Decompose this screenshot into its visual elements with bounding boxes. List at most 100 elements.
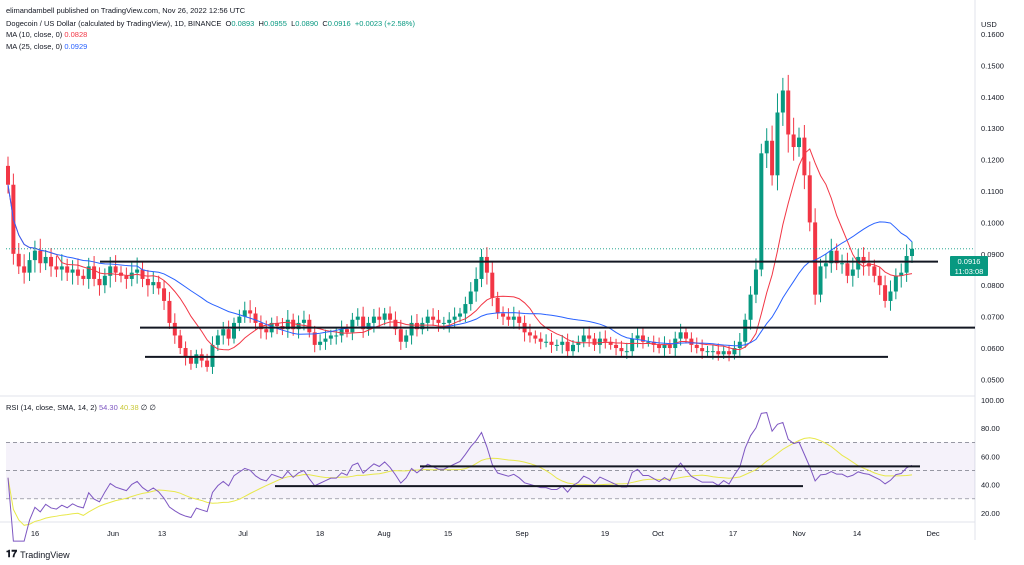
candle-body: [264, 329, 269, 333]
candle-body: [840, 263, 845, 265]
candle-body: [350, 319, 355, 333]
tradingview-logo[interactable]: 𝟏𝟕 TradingView: [6, 549, 70, 560]
candle-body: [458, 313, 462, 317]
time-tick-label: 19: [601, 529, 609, 538]
candle-body: [32, 250, 37, 261]
candle-body: [700, 348, 705, 352]
candle-body: [167, 300, 172, 323]
candle-body: [883, 285, 888, 301]
symbol-title: Dogecoin / US Dollar (calculated by Trad…: [6, 19, 222, 28]
candle-body: [194, 354, 199, 364]
candle-body: [721, 351, 726, 355]
candle-body: [339, 329, 344, 336]
candle-body: [108, 266, 113, 276]
rsi-legend[interactable]: RSI (14, close, SMA, 14, 2) 54.30 40.38 …: [6, 403, 156, 412]
candle-body: [151, 282, 156, 286]
candle-body: [856, 256, 861, 270]
candle-body: [581, 335, 586, 342]
candle-body: [635, 335, 640, 339]
rsi-tick-label: 20.00: [981, 509, 1000, 518]
time-tick-label: Jul: [238, 529, 248, 538]
price-tick-label: 0.0500: [981, 375, 1004, 384]
candle-body: [135, 269, 140, 273]
candle-body: [872, 266, 877, 276]
last-price: 0.0916: [957, 257, 981, 266]
rsi-value: 54.30: [98, 403, 118, 412]
candle-body: [818, 266, 823, 295]
price-tick-label: 0.1600: [981, 30, 1004, 39]
candle-body: [75, 269, 80, 276]
candle-body: [786, 90, 791, 135]
candle-body: [554, 344, 559, 346]
candle-body: [156, 282, 161, 289]
bar-countdown: 11:03:08: [954, 266, 984, 276]
candle-body: [474, 278, 479, 292]
rsi-tick-label: 40.00: [981, 481, 1000, 490]
candle-body: [38, 250, 43, 264]
candle-body: [614, 344, 619, 349]
candle-body: [646, 341, 651, 343]
candle-body: [81, 275, 86, 279]
candle-body: [748, 294, 753, 320]
candle-body: [296, 322, 301, 330]
candle-body: [743, 319, 748, 342]
candle-body: [285, 319, 290, 330]
candle-body: [221, 329, 226, 336]
candle-body: [716, 351, 721, 355]
candle-body: [538, 338, 543, 342]
candle-body: [684, 332, 688, 339]
time-tick-label: Dec: [926, 529, 940, 538]
candle-body: [468, 291, 473, 305]
time-tick-label: Oct: [652, 529, 665, 538]
candle-body: [409, 322, 414, 336]
time-tick-label: 16: [31, 529, 39, 538]
rsi-line: [7, 412, 913, 542]
rsi-tick-label: 80.00: [981, 424, 1000, 433]
candle-body: [371, 316, 376, 323]
candle-body: [113, 266, 118, 273]
candle-body: [527, 332, 532, 336]
price-tick-label: 0.0700: [981, 313, 1004, 322]
price-tick-label: 0.1400: [981, 93, 1004, 102]
candle-body: [910, 248, 914, 257]
candle-body: [382, 313, 387, 320]
publisher-line: elimandambell published on TradingView.c…: [6, 6, 246, 15]
rsi-tick-label: 100.00: [981, 396, 1004, 405]
price-tick-label: 0.1200: [981, 156, 1004, 165]
ma10-legend[interactable]: MA (10, close, 0) 0.0828: [6, 30, 87, 39]
open-value: 0.0893: [231, 19, 255, 28]
price-tick-label: 0.1100: [981, 187, 1003, 196]
candle-body: [694, 344, 699, 349]
candle-body: [484, 256, 489, 273]
tradingview-logo-icon: 𝟏𝟕: [6, 549, 18, 560]
open-label: O: [225, 19, 232, 28]
candle-body: [436, 319, 441, 323]
candle-body: [328, 335, 333, 339]
candle-body: [323, 338, 328, 342]
rsi-label: RSI (14, close, SMA, 14, 2): [6, 403, 97, 412]
ma25-legend[interactable]: MA (25, close, 0) 0.0929: [6, 42, 87, 51]
candle-body: [65, 266, 70, 273]
candle-body: [124, 275, 129, 279]
candle-body: [452, 316, 457, 320]
candle-body: [6, 165, 10, 185]
candle-body: [904, 256, 909, 273]
candle-body: [441, 322, 446, 324]
candle-body: [291, 319, 296, 330]
candle-body: [624, 351, 629, 353]
candle-body: [275, 322, 280, 327]
candle-body: [544, 341, 549, 343]
candle-body: [829, 250, 834, 264]
candle-body: [16, 253, 21, 267]
rsi-tick-label: 60.00: [981, 452, 1000, 461]
candle-body: [517, 316, 522, 323]
high-label: H: [258, 19, 264, 28]
candle-body: [226, 329, 231, 339]
candle-body: [861, 256, 866, 264]
candle-body: [97, 278, 102, 286]
tradingview-logo-text: TradingView: [20, 549, 70, 560]
time-tick-label: 14: [853, 529, 861, 538]
candle-body: [162, 288, 167, 301]
candle-body: [54, 266, 59, 270]
